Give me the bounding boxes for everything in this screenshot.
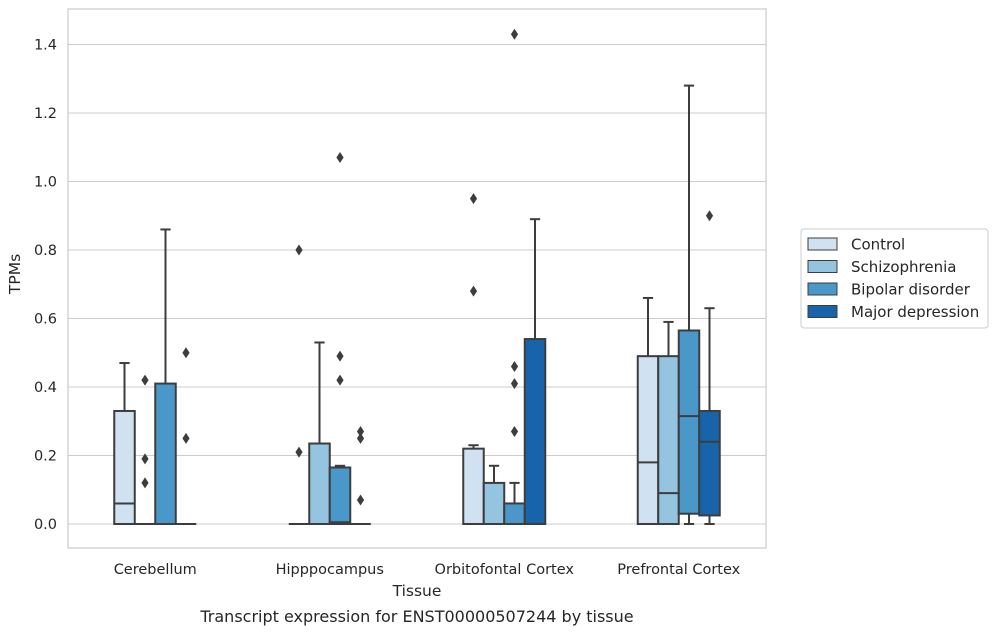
outlier-point — [295, 244, 303, 256]
outlier-point — [469, 285, 478, 297]
box — [657, 355, 680, 525]
outlier-point — [705, 210, 714, 222]
legend-label: Bipolar disorder — [851, 281, 971, 299]
outlier-point — [295, 446, 303, 458]
series-schizophrenia — [134, 320, 680, 526]
box — [328, 466, 352, 525]
y-tick-label: 1.2 — [34, 106, 57, 122]
series-major-depression — [175, 210, 721, 525]
y-tick-label: 0.0 — [34, 517, 57, 533]
outlier-point — [510, 28, 519, 40]
y-tick-label: 0.6 — [34, 312, 57, 328]
x-tick-label: Hipppocampus — [276, 562, 384, 578]
series-bipolar-disorder — [154, 28, 701, 526]
legend-label: Major depression — [851, 303, 979, 321]
box — [503, 502, 526, 526]
legend-frame — [800, 228, 989, 329]
outlier-point — [336, 374, 344, 386]
x-tick-label: Prefrontal Cortex — [617, 562, 740, 578]
legend-label: Control — [851, 236, 905, 254]
outlier-point — [182, 432, 190, 444]
outlier-point — [141, 477, 149, 489]
outlier-point — [469, 193, 478, 205]
legend: Control Schizophrenia Bipolar disorder Majo… — [800, 228, 989, 329]
outlier-point — [336, 152, 344, 164]
legend-swatch — [807, 237, 838, 251]
y-tick-label: 1.4 — [34, 38, 57, 54]
y-tick-label: 0.2 — [34, 449, 57, 465]
gridlines — [68, 43, 766, 525]
outlier-point — [141, 374, 149, 386]
plot-frame — [67, 8, 767, 549]
box — [482, 481, 506, 525]
box — [636, 355, 660, 525]
box — [677, 329, 701, 515]
y-tick-label: 1.0 — [34, 175, 57, 191]
legend-label: Schizophrenia — [851, 258, 956, 276]
y-tick-label: 0.4 — [34, 380, 57, 396]
outlier-point — [141, 453, 149, 465]
box — [698, 409, 721, 517]
outlier-point — [356, 426, 365, 438]
box — [113, 409, 136, 526]
legend-swatch — [807, 260, 838, 273]
y-tick-labels: 0.0 0.2 0.4 0.6 0.8 1.0 1.2 1.4 — [34, 38, 57, 534]
outlier-point — [510, 426, 519, 438]
box — [462, 447, 485, 525]
x-tick-label: Orbitofontal Cortex — [435, 562, 575, 578]
outlier-point — [510, 378, 519, 390]
x-axis-title: Tissue — [392, 582, 442, 600]
outlier-point — [510, 360, 519, 372]
box-plot-series — [113, 28, 721, 526]
y-axis-title: TPMs — [6, 254, 24, 295]
outlier-point — [182, 347, 190, 359]
chart-caption: Transcript expression for ENST0000050724… — [199, 607, 633, 626]
outlier-point — [356, 432, 365, 444]
box — [523, 338, 547, 525]
outlier-point — [356, 494, 365, 506]
outlier-point — [336, 350, 344, 362]
series-control — [113, 193, 660, 526]
box — [308, 442, 331, 526]
y-tick-label: 0.8 — [34, 243, 57, 259]
legend-swatch — [807, 305, 838, 318]
x-tick-labels: Cerebellum Hipppocampus Orbitofontal Corte… — [114, 562, 741, 578]
legend-swatch — [807, 282, 838, 296]
box — [154, 382, 177, 526]
x-tick-label: Cerebellum — [114, 562, 197, 578]
